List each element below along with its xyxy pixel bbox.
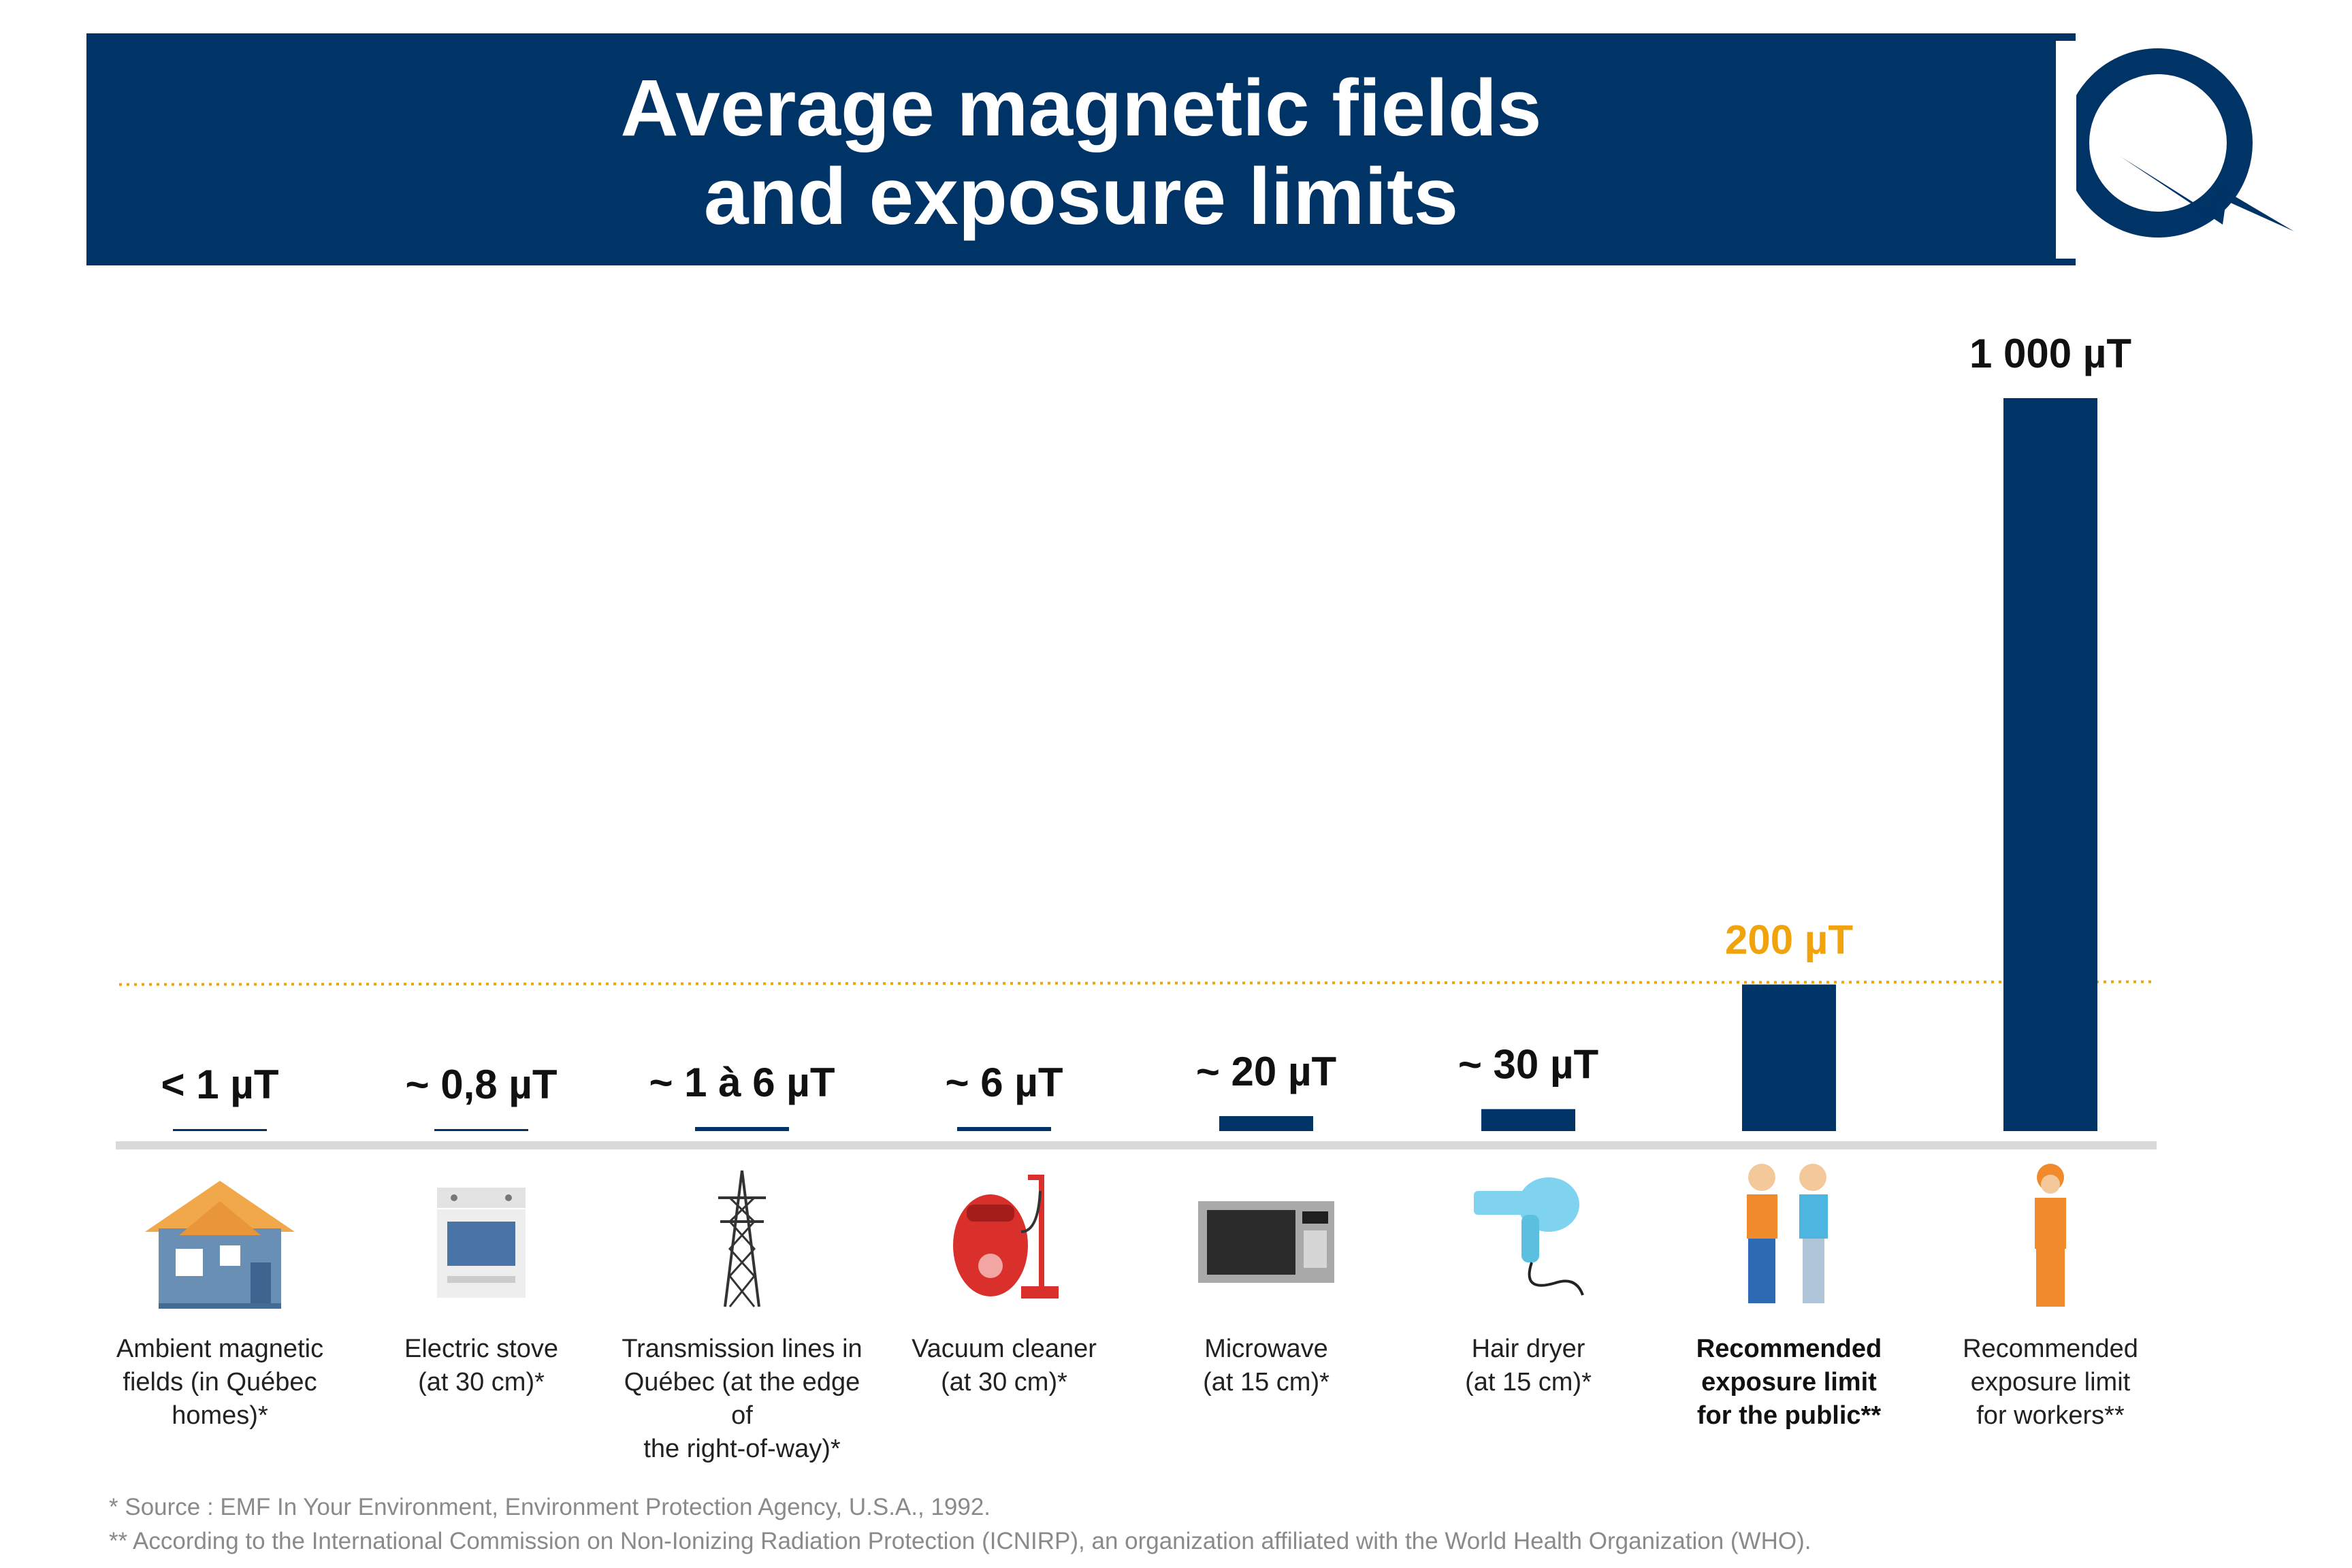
hydro-quebec-q-logo-icon [2056,41,2294,259]
category-label-line: the right-of-way)* [643,1435,841,1463]
category-label-line: Microwave [1204,1335,1328,1363]
chart-baseline [116,1141,2157,1149]
category-label-line: for the public** [1696,1401,1882,1430]
bar-6 [1742,984,1836,1131]
footnote-icnirp: ** According to the International Commis… [109,1528,1811,1554]
value-label-5: ~ 30 µT [1458,1042,1598,1088]
category-label-1: Electric stove (at 30 cm)* [359,1333,604,1399]
category-label-line: Recommended [1696,1335,1882,1363]
category-label-6: Recommended exposure limit for the public*… [1666,1333,1912,1433]
bar-3 [957,1127,1051,1131]
value-label-6: 200 µT [1725,917,1853,963]
footnote-source: * Source : EMF In Your Environment, Envi… [109,1494,991,1520]
title-banner: Average magnetic fields and exposure lim… [86,33,2076,265]
category-label-line: (at 30 cm)* [941,1368,1067,1396]
page-title: Average magnetic fields and exposure lim… [86,64,2076,241]
category-label-line: (at 15 cm)* [1465,1368,1592,1396]
category-label-line: Vacuum cleaner [912,1335,1097,1363]
bar-4 [1219,1116,1313,1131]
vacuum-cleaner-icon [946,1171,1062,1310]
footnotes: * Source : EMF In Your Environment, Envi… [109,1490,1811,1558]
title-line-2: and exposure limits [703,152,1459,242]
bar-0 [173,1129,267,1131]
public-limit-reference-line [118,980,2155,986]
category-label-line: fields (in Québec [123,1368,317,1396]
category-label-line: Transmission lines in [622,1335,863,1363]
title-line-1: Average magnetic fields [620,63,1542,153]
category-label-3: Vacuum cleaner (at 30 cm)* [882,1333,1127,1399]
category-label-line: homes)* [172,1401,268,1430]
category-label-line: (at 15 cm)* [1203,1368,1330,1396]
category-label-5: Hair dryer (at 15 cm)* [1406,1333,1651,1399]
microwave-icon [1195,1198,1338,1290]
category-label-line: Recommended [1963,1335,2138,1363]
category-label-line: Québec (at the edge of [624,1368,860,1430]
category-label-line: exposure limit [1970,1368,2131,1396]
bar-2 [695,1127,789,1131]
bar-5 [1481,1109,1575,1131]
bar-1 [434,1129,528,1131]
hair-dryer-icon [1467,1174,1590,1300]
category-label-7: Recommended exposure limit for workers** [1928,1333,2173,1433]
category-label-4: Microwave (at 15 cm)* [1144,1333,1389,1399]
bar-7 [2003,398,2097,1131]
category-label-line: Electric stove [404,1335,558,1363]
house-icon [131,1174,308,1313]
value-label-1: ~ 0,8 µT [405,1062,557,1107]
category-label-2: Transmission lines in Québec (at the edge… [619,1333,865,1466]
category-label-line: Hair dryer [1471,1335,1585,1363]
category-label-line: Ambient magnetic [116,1335,324,1363]
category-label-line: for workers** [1976,1401,2125,1430]
electric-stove-icon [434,1181,529,1307]
category-label-0: Ambient magnetic fields (in Québec homes)* [97,1333,342,1433]
value-label-0: < 1 µT [161,1062,279,1107]
value-label-3: ~ 6 µT [946,1060,1063,1105]
value-label-4: ~ 20 µT [1196,1049,1336,1094]
worker-icon [2027,1160,2074,1313]
category-label-line: (at 30 cm)* [418,1368,545,1396]
category-label-line: exposure limit [1701,1368,1877,1396]
public-people-icon [1735,1160,1843,1313]
value-label-7: 1 000 µT [1969,331,2131,376]
value-label-2: ~ 1 à 6 µT [649,1060,835,1105]
transmission-tower-icon [715,1167,769,1313]
